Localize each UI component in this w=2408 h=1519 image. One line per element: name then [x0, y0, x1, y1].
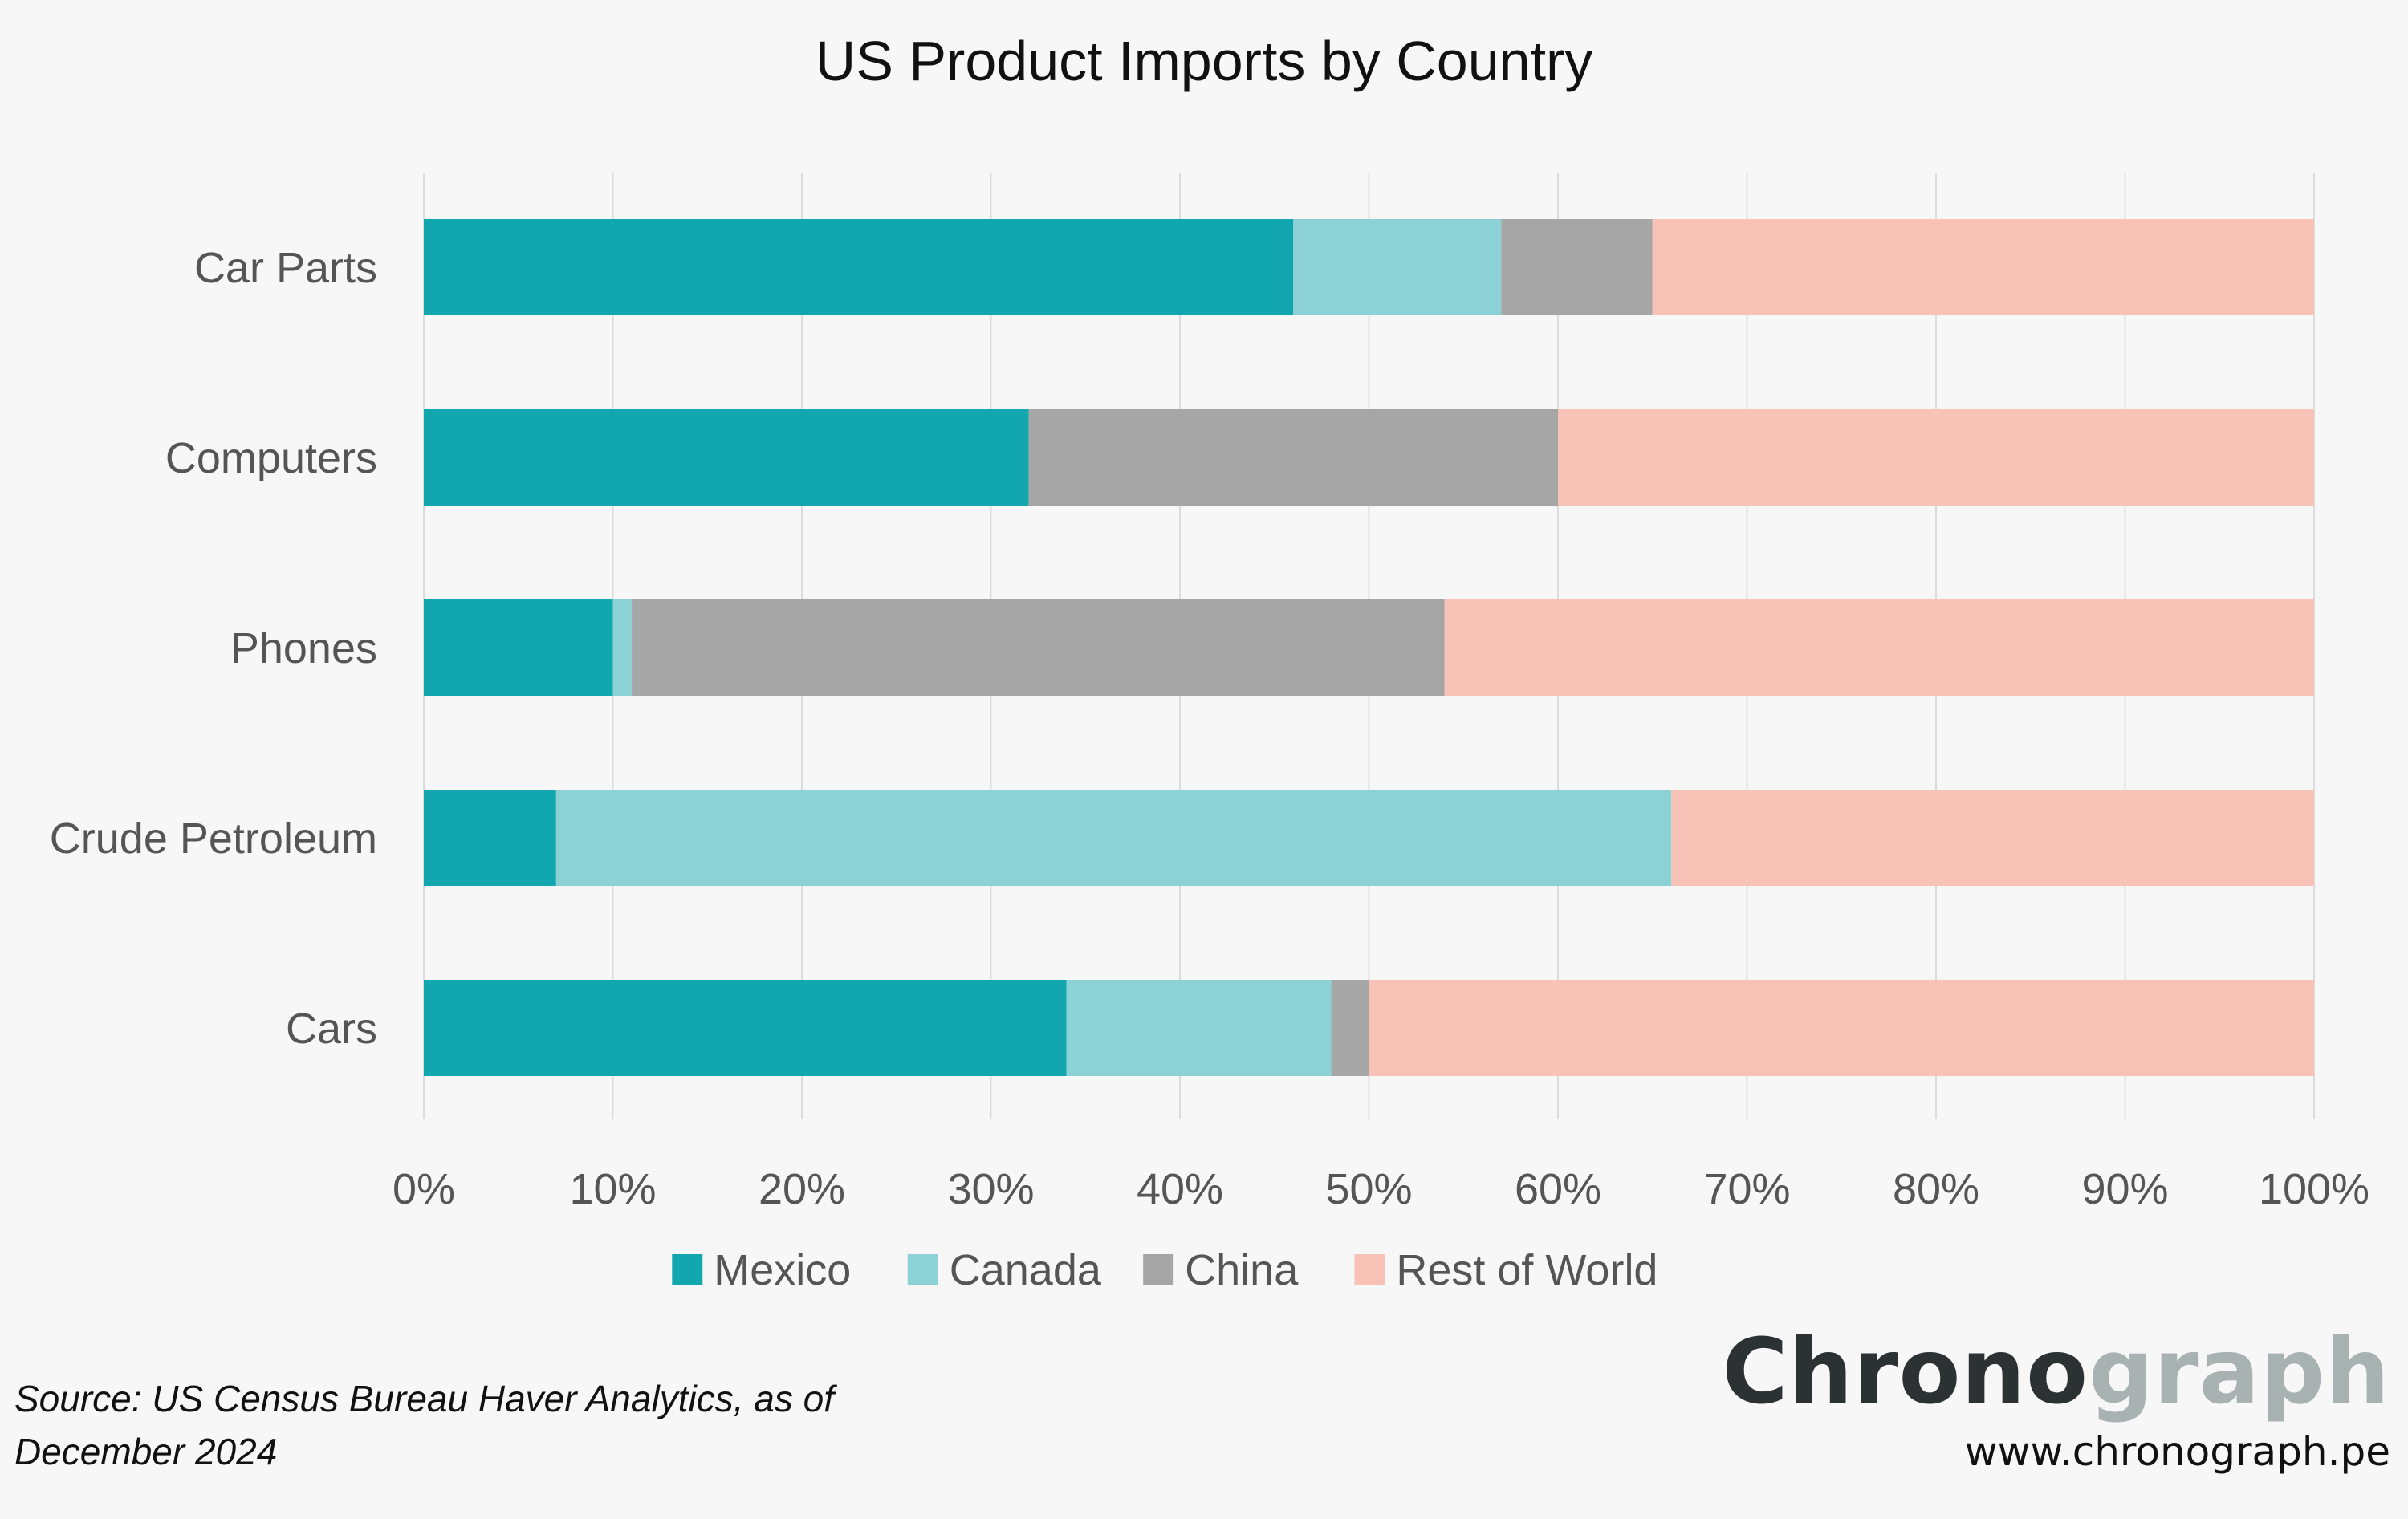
category-label-car-parts: Car Parts: [194, 244, 377, 292]
x-tick-labels: 0% 10% 20% 30% 40% 50% 60% 70% 80% 90% 100%: [393, 1165, 2369, 1213]
category-labels: Car Parts Computers Phones Crude Petroleum C…: [50, 244, 377, 1053]
brand-logo-dark: Chrono: [1722, 1320, 2089, 1424]
category-label-crude-petroleum: Crude Petroleum: [50, 814, 377, 863]
legend-swatch-china: [1143, 1254, 1174, 1285]
legend-label-china: China: [1185, 1246, 1299, 1294]
category-label-computers: Computers: [165, 434, 377, 482]
bar-car-parts-rest-of-world: [1652, 219, 2314, 315]
brand-logo-light: graph: [2089, 1320, 2390, 1424]
x-tick-10-: 10%: [569, 1165, 656, 1213]
source-line-1: Source: US Census Bureau Haver Analytics…: [14, 1378, 834, 1419]
x-tick-30-: 30%: [947, 1165, 1034, 1213]
legend-label-mexico: Mexico: [714, 1246, 851, 1294]
x-tick-90-: 90%: [2081, 1165, 2168, 1213]
brand-url: www.chronograph.pe: [1964, 1428, 2390, 1475]
bars: [424, 219, 2314, 1076]
bar-car-parts-mexico: [424, 219, 1294, 315]
brand: Chronograph www.chronograph.pe: [1722, 1324, 2390, 1480]
bar-cars-mexico: [424, 980, 1067, 1076]
bar-computers-rest-of-world: [1558, 409, 2314, 506]
bar-car-parts-china: [1501, 219, 1653, 315]
x-tick-40-: 40%: [1137, 1165, 1223, 1213]
legend-swatch-canada: [907, 1254, 938, 1285]
legend-swatch-rest-of-world: [1354, 1254, 1385, 1285]
bar-crude-petroleum-mexico: [424, 790, 556, 886]
legend: Mexico Canada China Rest of World: [672, 1246, 1658, 1294]
x-tick-80-: 80%: [1893, 1165, 1979, 1213]
bar-phones-china: [632, 599, 1445, 696]
bar-cars-rest-of-world: [1369, 980, 2314, 1076]
legend-swatch-mexico: [672, 1254, 703, 1285]
bar-computers-mexico: [424, 409, 1029, 506]
category-label-phones: Phones: [230, 624, 377, 672]
category-label-cars: Cars: [286, 1005, 377, 1053]
bar-phones-canada: [612, 599, 633, 696]
chart-title: US Product Imports by Country: [816, 30, 1593, 92]
x-tick-20-: 20%: [759, 1165, 845, 1213]
x-tick-60-: 60%: [1515, 1165, 1601, 1213]
legend-label-canada: Canada: [950, 1246, 1102, 1294]
legend-label-rest-of-world: Rest of World: [1396, 1246, 1658, 1294]
source-note: Source: US Census Bureau Haver Analytics…: [14, 1372, 978, 1478]
x-tick-70-: 70%: [1703, 1165, 1790, 1213]
x-tick-0-: 0%: [393, 1165, 455, 1213]
bar-crude-petroleum-rest-of-world: [1671, 790, 2314, 886]
bar-phones-rest-of-world: [1444, 599, 2314, 696]
bar-cars-canada: [1066, 980, 1332, 1076]
bar-computers-china: [1028, 409, 1558, 506]
brand-logo: Chronograph: [1722, 1324, 2390, 1420]
bar-car-parts-canada: [1293, 219, 1502, 315]
x-tick-100-: 100%: [2259, 1165, 2369, 1213]
bar-cars-china: [1331, 980, 1369, 1076]
source-line-2: December 2024: [14, 1431, 278, 1472]
x-tick-50-: 50%: [1325, 1165, 1412, 1213]
bar-crude-petroleum-canada: [555, 790, 1672, 886]
bar-phones-mexico: [424, 599, 613, 696]
